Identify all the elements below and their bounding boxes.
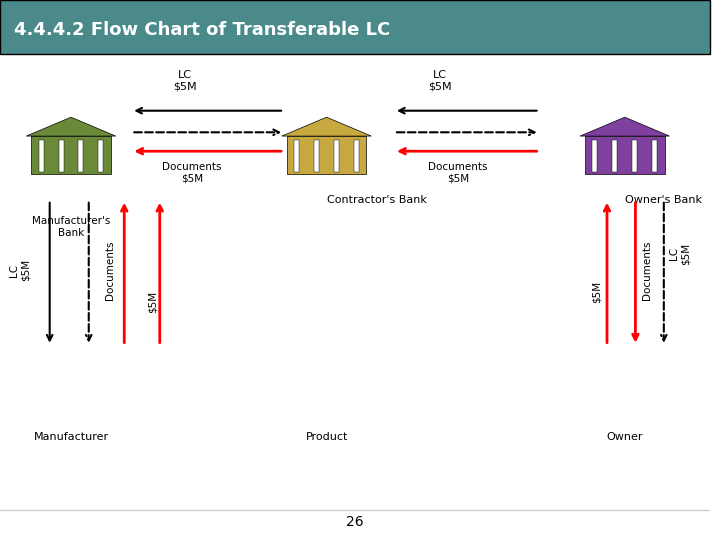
Polygon shape: [580, 117, 670, 136]
FancyBboxPatch shape: [585, 136, 665, 174]
FancyBboxPatch shape: [58, 140, 63, 172]
FancyBboxPatch shape: [652, 140, 657, 172]
Text: Manufacturer's
Bank: Manufacturer's Bank: [32, 216, 110, 238]
Text: Owner's Bank: Owner's Bank: [625, 195, 702, 205]
FancyBboxPatch shape: [99, 140, 103, 172]
Text: LC
$5M: LC $5M: [173, 70, 197, 92]
FancyBboxPatch shape: [0, 0, 710, 54]
FancyBboxPatch shape: [314, 140, 319, 172]
FancyBboxPatch shape: [39, 140, 44, 172]
Text: Documents: Documents: [105, 240, 115, 300]
Text: LC
$5M: LC $5M: [9, 259, 31, 281]
FancyBboxPatch shape: [31, 136, 111, 174]
FancyBboxPatch shape: [294, 140, 300, 172]
FancyBboxPatch shape: [287, 136, 366, 174]
FancyBboxPatch shape: [632, 140, 637, 172]
FancyBboxPatch shape: [593, 140, 598, 172]
Text: 4.4.4.2 Flow Chart of Transferable LC: 4.4.4.2 Flow Chart of Transferable LC: [14, 21, 390, 39]
Text: Documents
$5M: Documents $5M: [428, 162, 487, 184]
FancyBboxPatch shape: [334, 140, 339, 172]
Polygon shape: [282, 117, 372, 136]
Text: Manufacturer: Manufacturer: [33, 432, 109, 442]
Polygon shape: [26, 117, 116, 136]
Text: Product: Product: [305, 432, 348, 442]
FancyBboxPatch shape: [612, 140, 617, 172]
Text: Owner: Owner: [606, 432, 643, 442]
Text: 26: 26: [346, 515, 364, 529]
Text: $5M: $5M: [148, 292, 158, 313]
Text: Documents
$5M: Documents $5M: [162, 162, 222, 184]
FancyBboxPatch shape: [354, 140, 359, 172]
FancyBboxPatch shape: [78, 140, 84, 172]
Text: Documents: Documents: [642, 240, 652, 300]
Text: Contractor's Bank: Contractor's Bank: [327, 195, 426, 205]
Text: LC
$5M: LC $5M: [670, 243, 691, 265]
Text: LC
$5M: LC $5M: [428, 70, 452, 92]
Text: $5M: $5M: [591, 281, 601, 302]
